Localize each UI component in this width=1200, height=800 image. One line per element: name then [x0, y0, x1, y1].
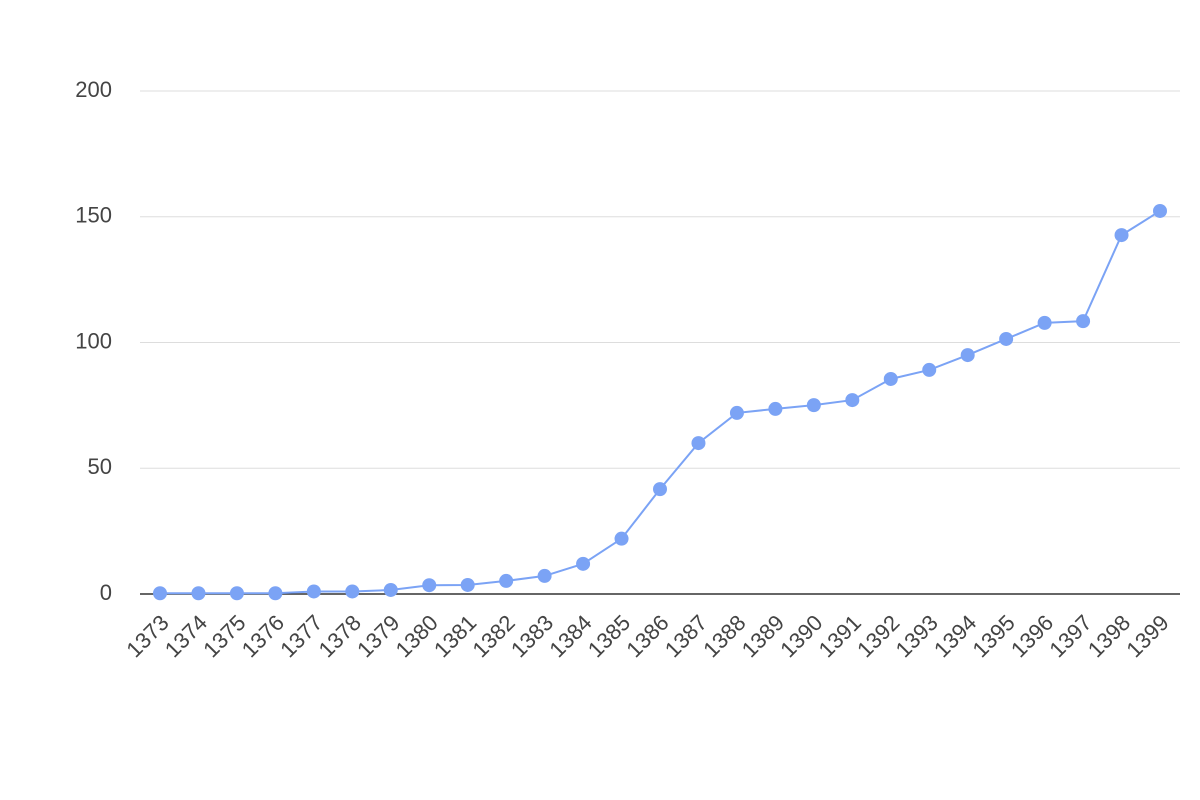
data-point — [383, 582, 398, 597]
x-tick-label: 1374 — [160, 610, 212, 662]
x-tick-label: 1380 — [391, 610, 443, 662]
data-line — [160, 210, 1161, 595]
data-point — [229, 586, 244, 601]
data-point — [460, 577, 475, 592]
x-tick-label: 1387 — [660, 610, 712, 662]
x-tick-label: 1398 — [1083, 610, 1135, 662]
x-tick-label: 1393 — [891, 610, 943, 662]
data-point — [1153, 203, 1167, 218]
x-tick-label: 1373 — [121, 610, 173, 662]
data-point — [153, 586, 167, 601]
x-tick-label: 1392 — [852, 610, 904, 662]
data-point — [422, 578, 437, 593]
data-point — [345, 584, 360, 599]
x-tick-label: 1383 — [506, 610, 558, 662]
y-tick-label: 0 — [100, 580, 112, 605]
data-point — [729, 405, 744, 420]
data-point — [999, 331, 1014, 346]
data-point — [845, 393, 860, 408]
x-tick-label: 1386 — [621, 610, 673, 662]
x-tick-label: 1397 — [1044, 610, 1096, 662]
y-tick-label: 50 — [88, 454, 112, 479]
data-point — [960, 348, 975, 363]
x-tick-label: 1394 — [929, 610, 981, 662]
x-tick-label: 1379 — [352, 610, 404, 662]
data-point — [883, 371, 898, 386]
x-tick-label: 1377 — [275, 610, 327, 662]
x-tick-label: 1390 — [775, 610, 827, 662]
x-tick-label: 1385 — [583, 610, 635, 662]
data-point — [922, 362, 937, 377]
data-point — [614, 531, 629, 546]
data-point — [576, 556, 591, 571]
x-tick-label: 1382 — [468, 610, 520, 662]
x-tick-label: 1391 — [814, 610, 866, 662]
x-tick-label: 1389 — [737, 610, 789, 662]
data-point — [1037, 315, 1052, 330]
data-point — [537, 568, 552, 583]
y-tick-label: 200 — [75, 77, 112, 102]
x-tick-label: 1378 — [314, 610, 366, 662]
data-point — [806, 398, 821, 413]
data-point — [191, 586, 206, 601]
y-tick-label: 100 — [75, 328, 112, 353]
x-tick-label: 1381 — [429, 610, 481, 662]
data-point — [499, 573, 514, 588]
y-tick-label: 150 — [75, 203, 112, 228]
x-tick-label: 1376 — [237, 610, 289, 662]
data-point — [653, 482, 667, 497]
data-point — [306, 584, 321, 599]
data-point — [768, 401, 783, 416]
data-point — [1076, 314, 1091, 329]
x-tick-label: 1375 — [198, 610, 250, 662]
x-tick-label: 1396 — [1006, 610, 1058, 662]
data-point — [691, 436, 706, 451]
x-tick-label: 1388 — [698, 610, 750, 662]
data-point — [268, 586, 283, 601]
x-tick-label: 1395 — [968, 610, 1020, 662]
x-tick-label: 1384 — [544, 610, 596, 662]
data-point — [1114, 228, 1129, 243]
x-tick-label: 1399 — [1121, 610, 1173, 662]
